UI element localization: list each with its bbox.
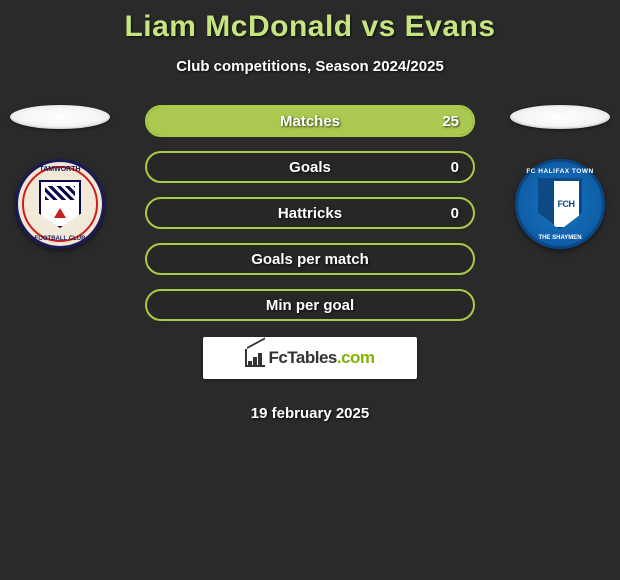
badge-right-inner-text: FCH [546, 199, 575, 209]
club-badge-right[interactable]: FC HALIFAX TOWN FCH THE SHAYMEN [515, 159, 605, 249]
stats-column: Matches 25 Goals 0 Hattricks 0 Goals per… [120, 105, 500, 422]
stat-bar-hattricks: Hattricks 0 [145, 197, 475, 229]
stat-label: Min per goal [266, 297, 354, 314]
stat-val-right: 0 [451, 159, 459, 176]
player-right-placeholder [510, 105, 610, 129]
stat-bar-goals-per-match: Goals per match [145, 243, 475, 275]
player-left-placeholder [10, 105, 110, 129]
branding-suffix: .com [337, 348, 375, 367]
shield-icon: FCH [538, 178, 582, 230]
right-player-col: FC HALIFAX TOWN FCH THE SHAYMEN [500, 105, 620, 249]
branding-text: FcTables.com [268, 348, 374, 368]
stat-label: Goals [289, 159, 331, 176]
page-title: Liam McDonald vs Evans [124, 10, 495, 44]
badge-right-top-text: FC HALIFAX TOWN [518, 168, 602, 175]
chart-icon [245, 349, 265, 367]
subtitle: Club competitions, Season 2024/2025 [176, 58, 444, 75]
left-player-col: TAMWORTH FOOTBALL CLUB [0, 105, 120, 249]
stat-val-right: 25 [442, 113, 459, 130]
branding-link[interactable]: FcTables.com [203, 337, 417, 379]
stat-val-right: 0 [451, 205, 459, 222]
comparison-widget: Liam McDonald vs Evans Club competitions… [0, 0, 620, 422]
badge-right-bottom-text: THE SHAYMEN [518, 235, 602, 241]
stat-bar-goals: Goals 0 [145, 151, 475, 183]
stat-label: Hattricks [278, 205, 342, 222]
stat-bar-matches: Matches 25 [145, 105, 475, 137]
main-row: TAMWORTH FOOTBALL CLUB Matches 25 Goals … [0, 105, 620, 422]
stat-bar-min-per-goal: Min per goal [145, 289, 475, 321]
date-text: 19 february 2025 [251, 405, 369, 422]
shield-icon [39, 180, 81, 228]
stat-label: Goals per match [251, 251, 369, 268]
badge-left-top-text: TAMWORTH [18, 166, 102, 173]
club-badge-left[interactable]: TAMWORTH FOOTBALL CLUB [15, 159, 105, 249]
stat-label: Matches [280, 113, 340, 130]
badge-left-bottom-text: FOOTBALL CLUB [18, 236, 102, 242]
branding-site: FcTables [268, 348, 336, 367]
